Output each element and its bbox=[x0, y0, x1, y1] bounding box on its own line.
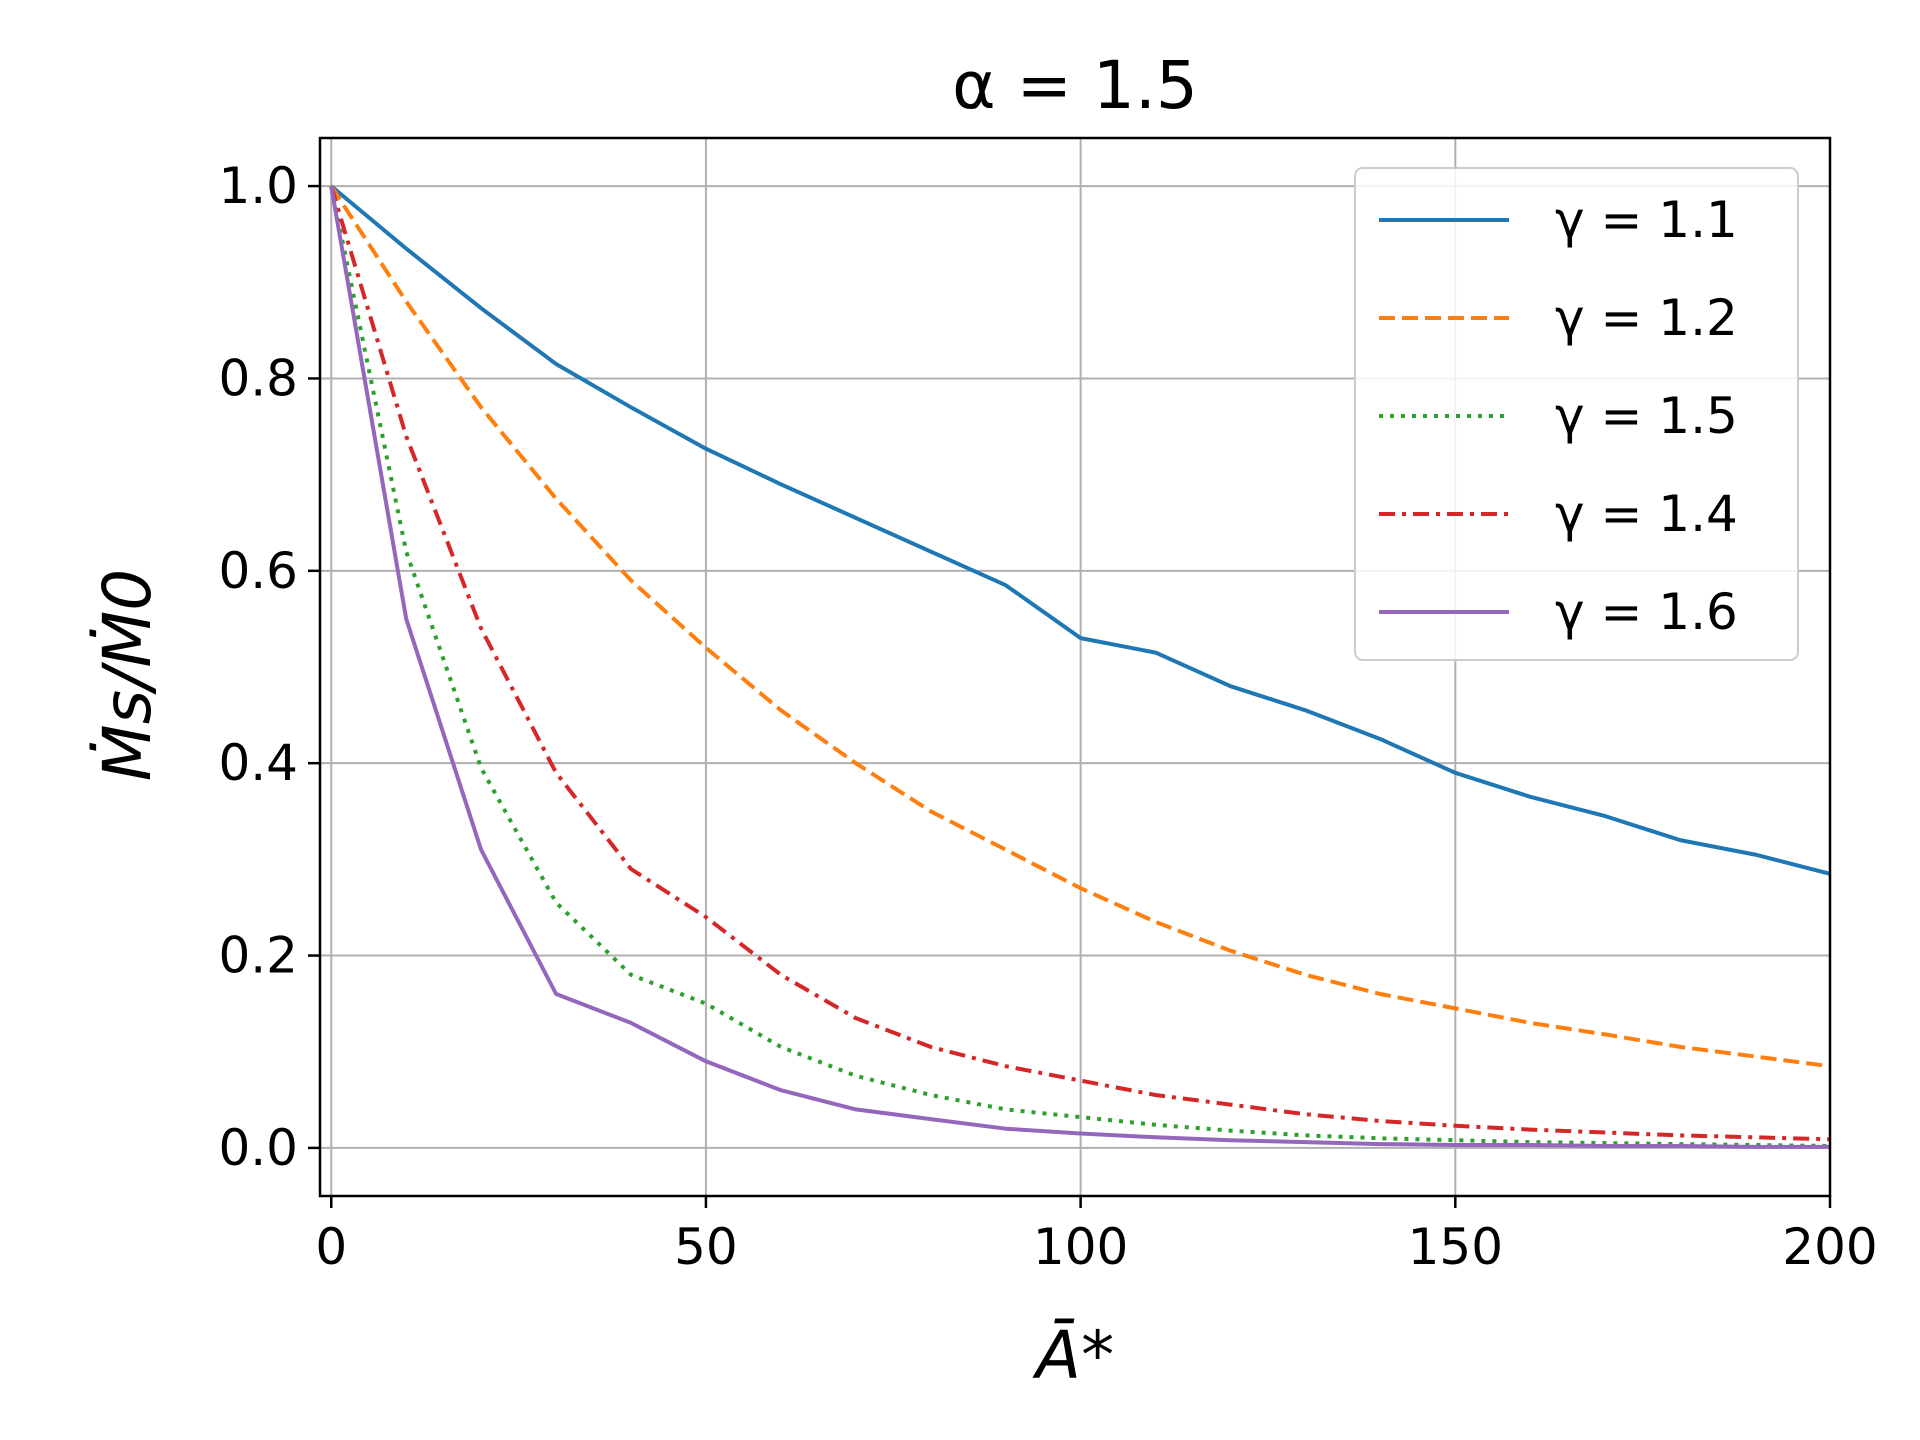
series-line bbox=[329, 185, 1831, 1069]
series-line bbox=[329, 185, 1831, 1142]
y-tick-label: 1.0 bbox=[218, 157, 298, 215]
x-tick-label: 100 bbox=[1033, 1218, 1128, 1276]
chart-title: α = 1.5 bbox=[952, 47, 1198, 124]
legend-label: γ = 1.2 bbox=[1555, 289, 1738, 347]
series-line bbox=[329, 185, 1830, 1149]
plot-frame bbox=[318, 136, 1832, 1198]
legend-label: γ = 1.6 bbox=[1555, 583, 1738, 641]
x-tick-label: 200 bbox=[1782, 1218, 1877, 1276]
y-tick-label: 0.2 bbox=[218, 927, 298, 985]
y-tick-label: 0.0 bbox=[218, 1119, 298, 1177]
legend-label: γ = 1.1 bbox=[1555, 191, 1738, 249]
series-layer bbox=[329, 184, 1831, 1149]
x-tick-label: 0 bbox=[315, 1218, 347, 1276]
legend-label: γ = 1.5 bbox=[1555, 387, 1738, 445]
x-tick-label: 50 bbox=[674, 1218, 738, 1276]
y-axis-title: Ṁs/Ṁ0 bbox=[89, 569, 166, 782]
series-line bbox=[329, 184, 1831, 876]
x-axis-title: Ā* bbox=[1032, 1317, 1114, 1394]
legend: γ = 1.1 γ = 1.2 γ = 1.5 γ = 1.4 γ = 1.6 bbox=[1354, 167, 1799, 661]
y-tick-label: 0.4 bbox=[218, 734, 298, 792]
y-tick-label: 0.6 bbox=[218, 542, 298, 600]
axis-ticks: 0 50 100 150 200 0.0 0.2 0.4 0.6 0.8 1.0 bbox=[218, 157, 1877, 1276]
x-tick-label: 150 bbox=[1408, 1218, 1503, 1276]
y-tick-label: 0.8 bbox=[218, 349, 298, 407]
legend-box bbox=[1354, 167, 1799, 661]
legend-label: γ = 1.4 bbox=[1555, 485, 1738, 543]
